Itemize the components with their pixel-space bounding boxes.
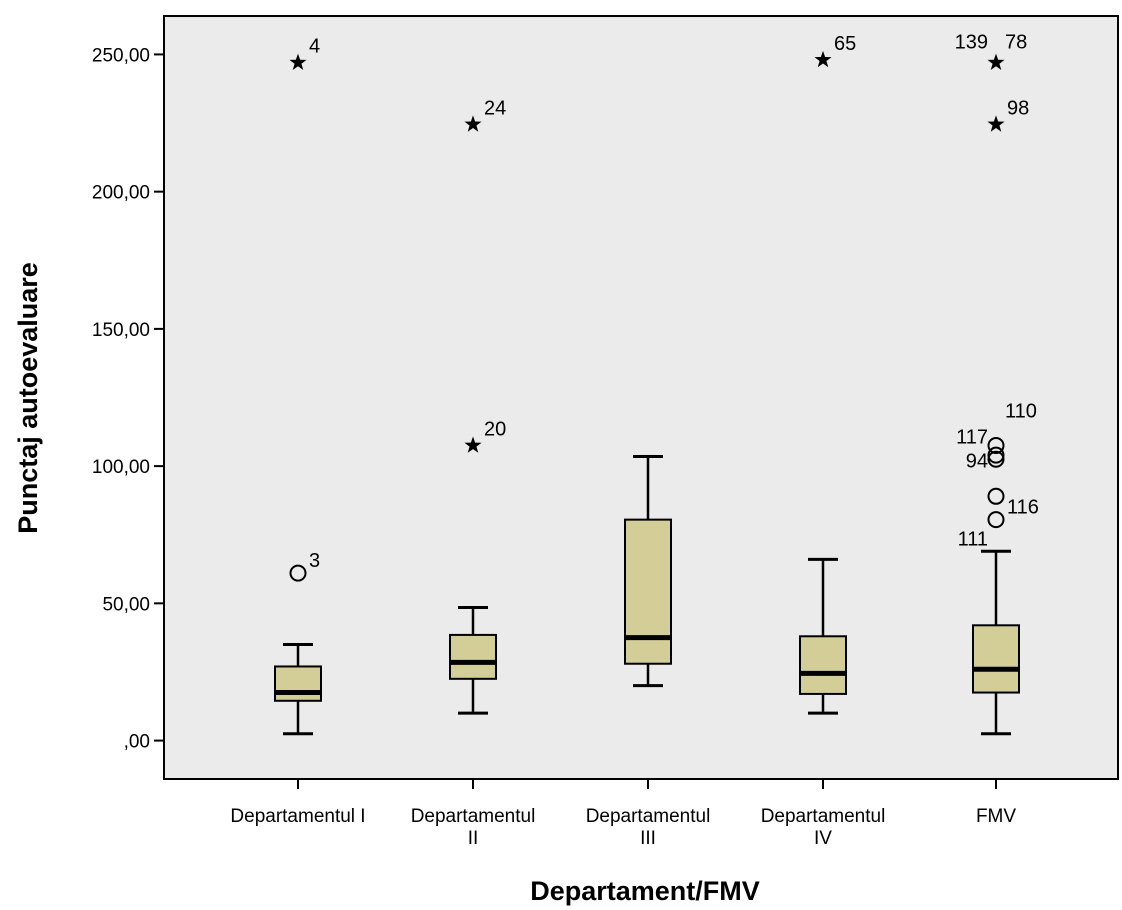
- y-axis: ,00 50,00 100,00 150,00 200,00 250,00: [92, 45, 164, 753]
- outlier-star: [987, 115, 1005, 132]
- outlier-circle: [987, 446, 1005, 464]
- outlier-circle: [289, 564, 307, 582]
- outlier-label: 116: [1007, 497, 1039, 519]
- x-category-label: FMV: [976, 806, 1016, 827]
- y-tick-label: 200,00: [92, 183, 150, 204]
- outlier-circle: [987, 437, 1005, 455]
- x-category-label: II: [468, 828, 479, 849]
- y-axis-title: Punctaj autoevaluare: [13, 262, 43, 534]
- box: [449, 633, 497, 680]
- y-tick-label: 50,00: [102, 594, 150, 615]
- x-category-label: Departamentul: [761, 806, 886, 827]
- outlier-star: [814, 50, 832, 68]
- outlier-star: [987, 53, 1005, 70]
- x-axis: Departamentul I DepartamentulIIDepartamen…: [230, 779, 1016, 849]
- y-tick-label: 100,00: [92, 457, 150, 478]
- x-axis-title: Departament/FMV: [530, 876, 760, 906]
- y-tick-label: 250,00: [92, 45, 150, 66]
- outlier-label: 3: [309, 550, 320, 572]
- outlier-label: 139: [955, 32, 988, 54]
- x-category-label: Departamentul: [411, 806, 536, 827]
- box: [972, 624, 1020, 694]
- x-category-label: IV: [814, 828, 832, 849]
- outlier-label: 94: [966, 450, 988, 472]
- box: [624, 518, 672, 665]
- outlier-label: 4: [309, 36, 320, 58]
- x-category-label: III: [640, 828, 656, 849]
- x-category-label: Departamentul I: [230, 806, 365, 827]
- outlier-label: 24: [484, 97, 506, 119]
- outlier-circle: [987, 511, 1005, 529]
- box: [799, 635, 847, 695]
- x-category-label: Departamentul: [586, 806, 711, 827]
- outlier-label: 78: [1005, 32, 1027, 54]
- outlier-star: [289, 53, 307, 70]
- box-group: 65: [799, 33, 856, 715]
- outlier-star: [464, 436, 482, 453]
- outlier-label: 20: [484, 419, 506, 441]
- outlier-label: 117: [956, 427, 988, 449]
- outlier-label: 111: [958, 529, 988, 551]
- y-tick-label: 150,00: [92, 320, 150, 341]
- outlier-label: 65: [834, 33, 856, 55]
- outlier-circle: [987, 450, 1005, 468]
- y-tick-label: ,00: [124, 732, 150, 753]
- outlier-label: 98: [1007, 97, 1029, 119]
- outlier-star: [464, 115, 482, 132]
- outlier-label: 110: [1005, 401, 1037, 423]
- box-group: [624, 455, 672, 688]
- box-group: 34: [274, 36, 322, 736]
- box: [274, 665, 322, 702]
- outlier-circle: [987, 487, 1005, 505]
